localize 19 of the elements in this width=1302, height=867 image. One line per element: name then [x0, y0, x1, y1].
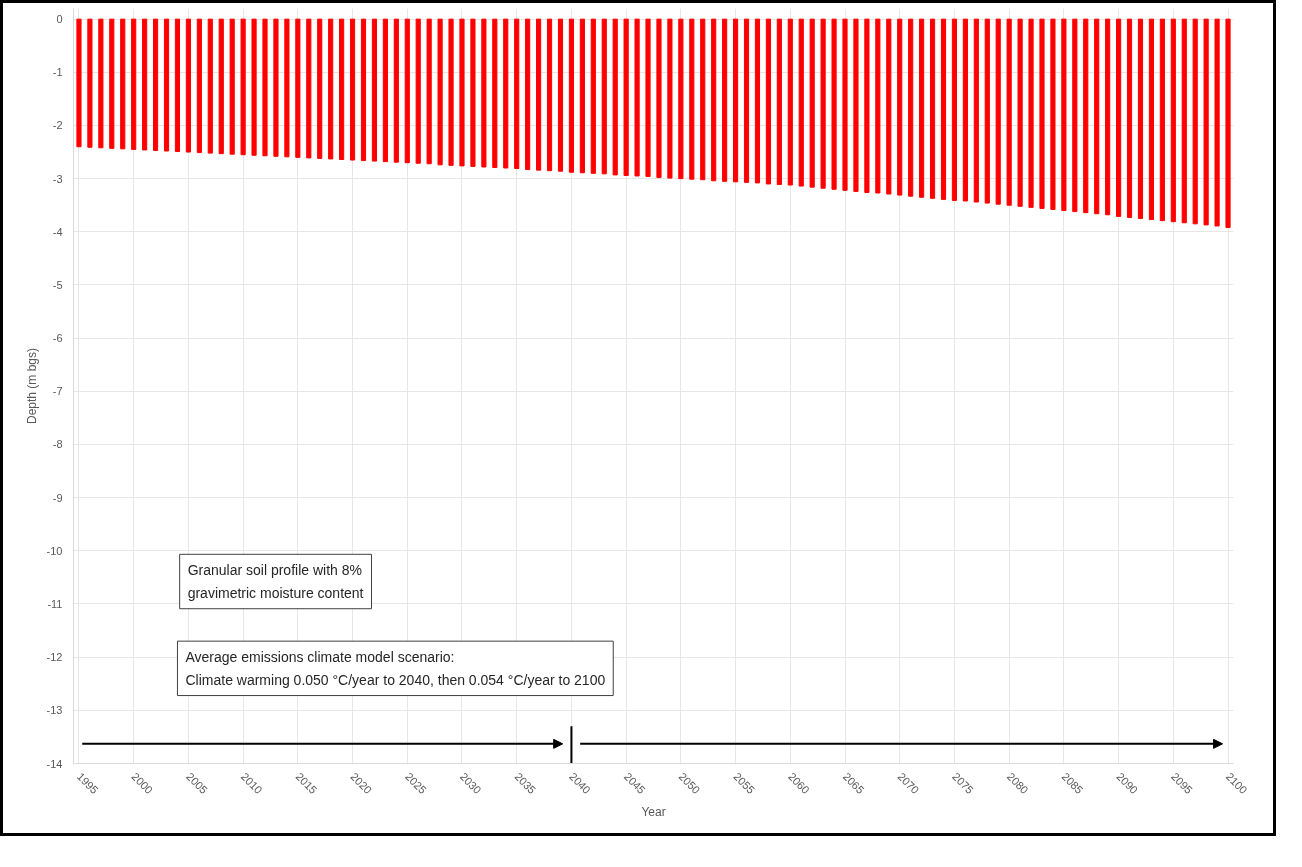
- y-tick-label: -2: [52, 119, 63, 132]
- y-tick-label: -8: [52, 438, 63, 451]
- y-tick-label: -5: [52, 278, 63, 291]
- y-tick-label: -6: [52, 332, 63, 345]
- y-tick-label: 0: [56, 13, 63, 26]
- y-tick-label: -14: [46, 757, 63, 770]
- y-tick-label: -12: [46, 651, 63, 664]
- y-axis-title: Depth (m bgs): [24, 347, 39, 425]
- y-tick-label: -9: [52, 491, 63, 504]
- y-tick-label: -3: [52, 172, 63, 185]
- y-tick-label: -1: [52, 66, 63, 79]
- y-tick-label: -13: [46, 704, 63, 717]
- y-tick-label: -4: [52, 225, 63, 238]
- x-axis-title: Year: [641, 805, 666, 820]
- y-tick-label: -10: [46, 544, 63, 557]
- annotation: Granular soil profile with 8% gravimetric moisture content: [187, 562, 364, 601]
- y-tick-label: -7: [52, 385, 63, 398]
- y-tick-label: -11: [47, 597, 63, 610]
- annotation: Average emissions climate model scenario: Climate warming 0.050 °C/year to 2040, then 0.054 °C/year to 2100: [185, 649, 606, 688]
